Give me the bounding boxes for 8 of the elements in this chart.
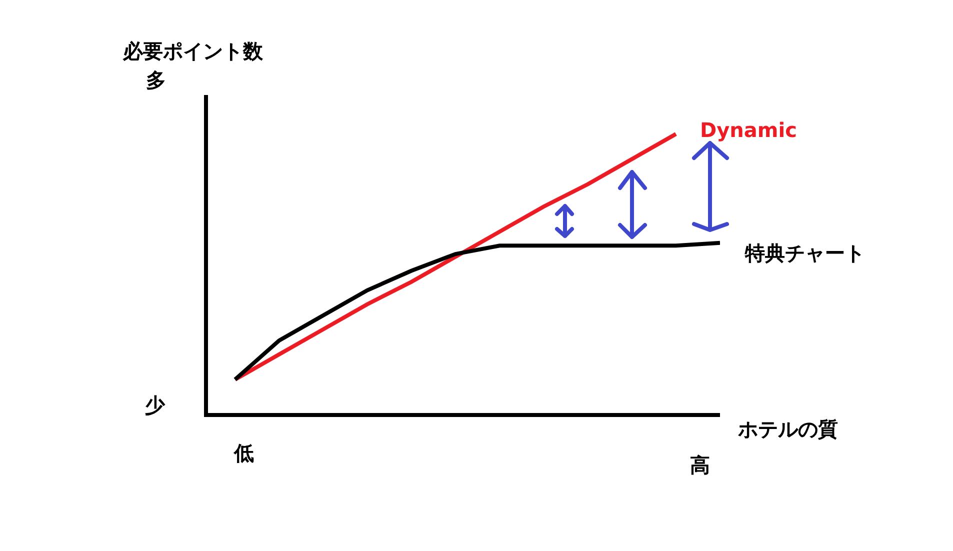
series-label: Dynamic xyxy=(700,118,797,142)
text: 高 xyxy=(690,453,710,477)
x-axis-title: ホテルの質 xyxy=(737,417,838,441)
y-axis-title: 必要ポイント数 xyxy=(122,39,264,63)
text: 低 xyxy=(233,441,254,465)
series-label: 特典チャート xyxy=(744,241,865,265)
text: 多 xyxy=(146,68,166,92)
text: 少 xyxy=(145,393,166,417)
